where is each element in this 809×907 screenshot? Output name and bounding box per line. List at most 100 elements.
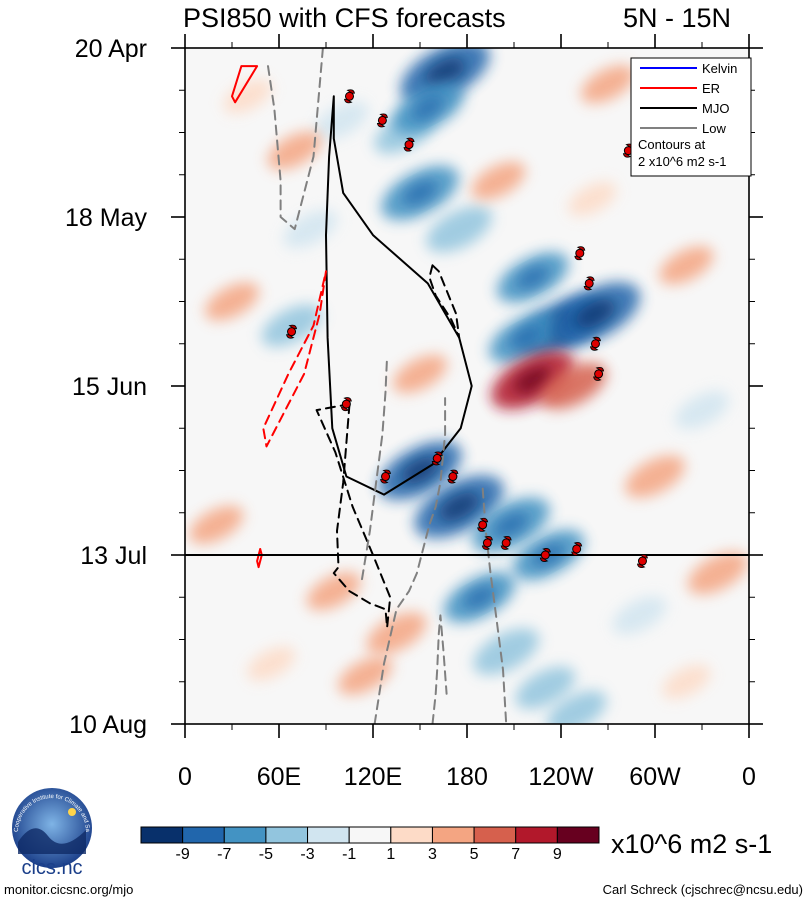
tropical-cyclone-markers — [286, 89, 648, 568]
colorbar-tick-label: -9 — [176, 846, 190, 863]
footer-credit: Carl Schreck (cjschrec@ncsu.edu) — [602, 882, 803, 897]
legend-label: Kelvin — [702, 61, 737, 76]
colorbar: -9 -7 -5 -3 -1 1 3 5 7 9 — [140, 826, 600, 863]
low-contour — [431, 614, 448, 724]
anomaly-field — [189, 48, 748, 724]
er-contour — [231, 65, 259, 104]
legend-box — [630, 57, 752, 177]
colorbar-swatch — [390, 826, 433, 844]
tropical-cyclone-icon — [571, 542, 583, 556]
region-label: 5N - 15N — [623, 3, 731, 33]
colorbar-swatch — [182, 826, 225, 844]
anomaly-core — [508, 326, 542, 350]
colorbar-tick-label: -7 — [217, 846, 231, 863]
anomaly-core — [514, 366, 552, 394]
tropical-cyclone-icon — [447, 469, 459, 484]
anomaly-core — [402, 180, 438, 206]
tropical-cyclone-icon — [589, 336, 601, 351]
anomaly-patch — [247, 646, 296, 681]
anomaly-patch — [674, 391, 730, 430]
anomaly-patch — [338, 656, 393, 695]
anomaly-patch — [540, 362, 607, 410]
anomaly-patch — [515, 666, 576, 709]
er-contour — [256, 548, 263, 569]
x-tick-label: 0 — [742, 763, 756, 791]
colorbar-swatch — [515, 826, 558, 844]
anomaly-patch — [612, 596, 667, 635]
anomaly-patch — [392, 354, 448, 394]
colorbar-swatch — [265, 826, 309, 844]
colorbar-swatch — [140, 826, 184, 844]
colorbar-tick-label: -1 — [342, 846, 356, 863]
anomaly-patch — [189, 505, 244, 544]
anomaly-core — [493, 512, 529, 538]
anomaly-patch — [267, 131, 322, 170]
tropical-cyclone-icon — [622, 143, 634, 158]
colorbar-swatch — [556, 826, 600, 844]
legend-note-line2: 2 x10^6 m2 s-1 — [638, 154, 726, 169]
anomaly-patch — [662, 664, 711, 699]
tropical-cyclone-icon — [403, 137, 415, 152]
tropical-cyclone-icon — [574, 246, 586, 261]
anomaly-core — [425, 57, 466, 87]
anomaly-patch — [223, 79, 272, 114]
cicsnc-logo: Cooperative Institute for Climate and Sa… — [2, 780, 100, 880]
y-tick-label: 15 Jun — [72, 373, 147, 401]
logo-name: cics.nc — [21, 857, 82, 879]
mjo-contour — [325, 95, 473, 496]
anomaly-patch — [426, 205, 493, 253]
legend-label: MJO — [702, 101, 729, 116]
y-tick-label: 20 Apr — [75, 35, 147, 63]
anomaly-core — [575, 299, 616, 328]
anomaly-core — [516, 265, 549, 289]
x-tick-label: 60E — [257, 763, 301, 791]
tropical-cyclone-icon — [286, 324, 298, 339]
anomaly-patch — [473, 628, 540, 675]
tropical-cyclone-icon — [344, 89, 355, 104]
colorbar-tick-label: -3 — [300, 846, 314, 863]
mjo-contour — [315, 403, 392, 629]
tropical-cyclone-icon — [636, 554, 648, 568]
colorbar-tick-label: -5 — [259, 846, 273, 863]
anomaly-patch — [568, 181, 617, 216]
anomaly-core — [439, 492, 480, 521]
legend-label: Low — [702, 121, 726, 136]
tropical-cyclone-icon — [539, 548, 551, 562]
x-tick-label: 120W — [528, 763, 594, 791]
y-tick-label: 18 May — [65, 204, 147, 232]
colorbar-tick-label: 7 — [511, 846, 520, 863]
anomaly-core — [411, 96, 444, 120]
er-contour — [262, 270, 327, 448]
anomaly-patch — [366, 612, 427, 655]
anomaly-patch — [580, 65, 636, 104]
colorbar-units: x10^6 m2 s-1 — [611, 829, 772, 859]
axes: 20 Apr 18 May 15 Jun 13 Jul 10 Aug 0 60E 120E 18… — [65, 34, 763, 791]
tropical-cyclone-icon — [500, 535, 512, 550]
low-contour — [267, 48, 324, 231]
logo-globe-icon — [12, 788, 92, 868]
tropical-cyclone-icon — [477, 517, 489, 532]
footer-url: monitor.cicsnc.org/mjo — [4, 882, 134, 897]
anomaly-patch — [659, 246, 714, 285]
y-tick-label: 13 Jul — [80, 542, 147, 570]
tropical-cyclone-icon — [431, 451, 443, 466]
legend: Kelvin ER MJO Low Contours at 2 x10^6 m2 s-… — [630, 57, 752, 177]
tropical-cyclone-icon — [376, 113, 388, 128]
chart-title: PSI850 with CFS forecasts — [183, 3, 506, 33]
y-tick-label: 10 Aug — [69, 711, 147, 739]
anomaly-core — [463, 585, 496, 609]
tropical-cyclone-icon — [481, 535, 493, 550]
anomaly-patch — [314, 101, 369, 140]
anomaly-patch — [625, 455, 685, 498]
anomaly-patch — [687, 551, 748, 595]
colorbar-tick-label: 9 — [553, 846, 562, 863]
colorbar-swatch — [431, 826, 475, 844]
low-contour — [373, 397, 447, 724]
colorbar-swatch — [223, 826, 267, 844]
low-contour — [361, 354, 389, 581]
mjo-contour — [428, 264, 461, 339]
colorbar-swatch — [348, 826, 392, 844]
legend-note-line1: Contours at — [638, 137, 706, 152]
tropical-cyclone-icon — [583, 276, 595, 291]
